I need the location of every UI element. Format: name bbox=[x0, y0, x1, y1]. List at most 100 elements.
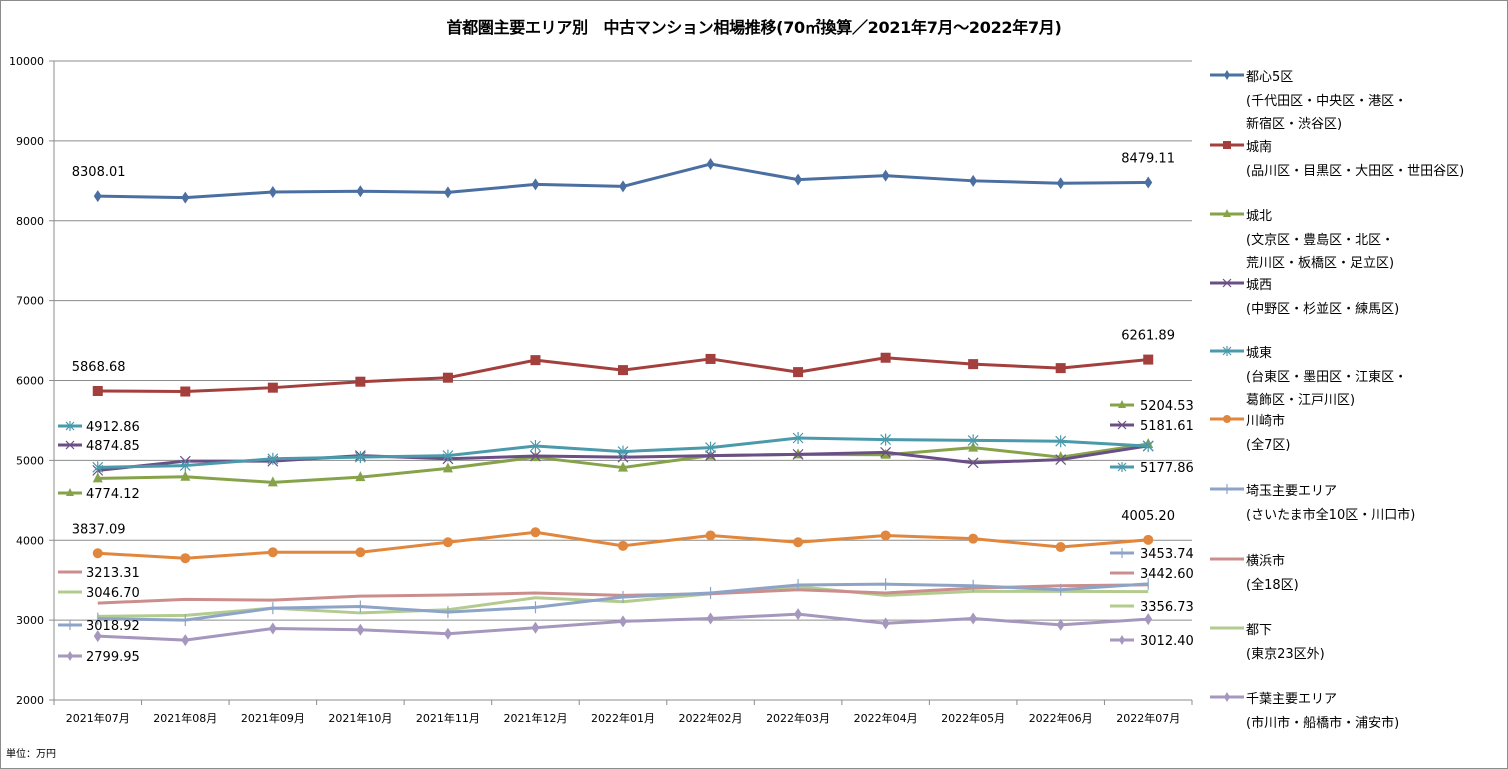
x-marker bbox=[967, 457, 979, 469]
data-label-start: 4774.12 bbox=[86, 487, 140, 502]
data-point bbox=[968, 359, 979, 370]
data-point bbox=[1223, 415, 1231, 423]
data-point bbox=[969, 612, 978, 625]
data-point bbox=[268, 622, 277, 635]
data-point bbox=[443, 186, 452, 199]
data-point bbox=[1144, 613, 1153, 626]
data-point bbox=[531, 621, 540, 634]
star-marker bbox=[354, 451, 366, 464]
legend-sublabel: (さいたま市全10区・川口市) bbox=[1246, 508, 1416, 523]
legend-sublabel: (文京区・豊島区・北区・ bbox=[1246, 233, 1395, 248]
x-marker bbox=[1222, 278, 1232, 288]
data-label-end: 8479.11 bbox=[1121, 151, 1175, 166]
data-point bbox=[880, 352, 891, 363]
x-tick-label: 2021年11月 bbox=[416, 711, 480, 725]
legend-swatch bbox=[1210, 278, 1244, 288]
series-4 bbox=[92, 432, 1154, 474]
legend-sublabel: (品川区・目黒区・大田区・世田谷区) bbox=[1246, 164, 1465, 179]
x-marker bbox=[65, 440, 75, 450]
data-point bbox=[1055, 542, 1066, 553]
data-point bbox=[531, 178, 540, 191]
y-tick-label: 5000 bbox=[16, 454, 44, 467]
data-point bbox=[65, 421, 75, 431]
x-tick-label: 2021年09月 bbox=[241, 711, 305, 725]
data-point bbox=[442, 537, 453, 548]
legend-swatch bbox=[1210, 415, 1244, 423]
legend-swatch bbox=[1210, 557, 1244, 561]
data-point bbox=[968, 441, 979, 452]
data-point bbox=[1143, 354, 1154, 365]
star-marker bbox=[179, 459, 191, 472]
star-marker bbox=[65, 421, 75, 431]
x-tick-label: 2022年01月 bbox=[591, 711, 655, 725]
data-point bbox=[1118, 400, 1126, 408]
data-point bbox=[792, 432, 804, 445]
data-point bbox=[181, 191, 190, 204]
data-point bbox=[705, 530, 716, 541]
data-point bbox=[92, 548, 103, 559]
data-point bbox=[355, 471, 366, 482]
data-point bbox=[880, 530, 891, 541]
data-point bbox=[794, 608, 803, 621]
data-point bbox=[617, 445, 629, 458]
y-tick-label: 6000 bbox=[16, 375, 44, 388]
legend-sublabel: 葛飾区・江戸川区) bbox=[1246, 393, 1356, 408]
data-label-end: 5204.53 bbox=[1140, 399, 1194, 414]
data-point bbox=[67, 651, 73, 661]
unit-note: 単位：万円 bbox=[6, 749, 56, 760]
data-point bbox=[355, 547, 366, 558]
legend-label: 城東 bbox=[1246, 346, 1273, 361]
series-5 bbox=[92, 527, 1154, 564]
x-tick-label: 2022年07月 bbox=[1116, 711, 1180, 725]
data-point bbox=[880, 433, 892, 446]
data-label-start: 8308.01 bbox=[72, 165, 126, 180]
y-tick-label: 7000 bbox=[16, 295, 44, 308]
data-label-start-key bbox=[58, 440, 82, 450]
data-label-start: 3018.92 bbox=[86, 619, 140, 634]
data-label-end-key bbox=[1110, 548, 1134, 558]
y-tick-label: 3000 bbox=[16, 614, 44, 627]
x-tick-label: 2022年04月 bbox=[854, 711, 918, 725]
legend-label: 横浜市 bbox=[1246, 554, 1286, 569]
data-point bbox=[792, 448, 804, 460]
data-point bbox=[354, 451, 366, 464]
legend-label: 城西 bbox=[1246, 278, 1273, 293]
data-point bbox=[618, 540, 628, 551]
y-tick-label: 4000 bbox=[16, 534, 44, 547]
data-point bbox=[880, 446, 892, 458]
x-marker bbox=[1117, 420, 1127, 430]
x-marker bbox=[705, 450, 716, 462]
data-label-end: 5181.61 bbox=[1140, 419, 1194, 434]
data-point bbox=[1117, 462, 1127, 472]
data-point bbox=[1056, 177, 1065, 190]
legend-sublabel: 荒川区・板橋区・足立区) bbox=[1246, 256, 1395, 271]
star-marker bbox=[442, 449, 454, 462]
data-point bbox=[180, 386, 191, 397]
data-point bbox=[442, 462, 453, 473]
x-tick-label: 2021年07月 bbox=[66, 711, 130, 725]
legend-sublabel: (東京23区外) bbox=[1246, 647, 1325, 662]
legend-label: 都心5区 bbox=[1246, 70, 1294, 85]
data-point bbox=[530, 450, 541, 462]
x-tick-label: 2022年06月 bbox=[1029, 711, 1093, 725]
data-point bbox=[1055, 454, 1067, 466]
data-point bbox=[92, 461, 104, 474]
data-point bbox=[1223, 209, 1231, 217]
data-label-end: 4005.20 bbox=[1121, 509, 1175, 524]
data-point bbox=[1224, 70, 1230, 80]
data-point bbox=[530, 527, 541, 538]
x-marker bbox=[880, 446, 892, 458]
y-tick-label: 10000 bbox=[9, 55, 44, 68]
y-tick-label: 8000 bbox=[16, 215, 44, 228]
x-tick-label: 2021年08月 bbox=[153, 711, 217, 725]
legend-sublabel: (千代田区・中央区・港区・ bbox=[1246, 94, 1408, 109]
data-label-start-key bbox=[58, 421, 82, 431]
legend-swatch bbox=[1210, 70, 1244, 80]
data-point bbox=[356, 185, 365, 198]
data-label-start-key bbox=[58, 488, 82, 496]
legend-swatch bbox=[1210, 346, 1244, 356]
series-6 bbox=[97, 577, 1149, 627]
data-point bbox=[794, 173, 803, 186]
